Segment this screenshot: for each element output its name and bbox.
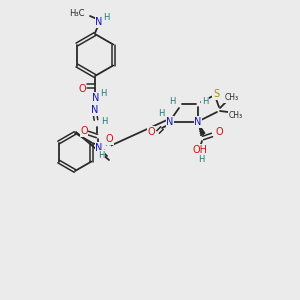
Text: O: O: [78, 84, 86, 94]
Text: O: O: [147, 127, 155, 137]
Text: H: H: [198, 155, 204, 164]
Text: H: H: [202, 97, 208, 106]
Text: N: N: [92, 93, 100, 103]
Text: CH₃: CH₃: [225, 94, 239, 103]
Text: S: S: [213, 89, 219, 99]
Text: H: H: [158, 109, 164, 118]
Text: H: H: [100, 88, 106, 98]
Text: H: H: [103, 13, 109, 22]
Text: O: O: [106, 134, 113, 145]
Text: N: N: [95, 143, 103, 153]
Text: OH: OH: [193, 145, 208, 155]
Text: H: H: [98, 151, 104, 160]
Text: N: N: [95, 17, 103, 27]
Text: N: N: [91, 105, 99, 115]
Text: O: O: [80, 126, 88, 136]
Text: N: N: [166, 117, 174, 127]
Text: H: H: [101, 118, 107, 127]
Text: H: H: [104, 140, 110, 148]
Text: CH₃: CH₃: [229, 112, 243, 121]
Polygon shape: [199, 125, 205, 135]
Text: H₃C: H₃C: [70, 10, 85, 19]
Text: N: N: [194, 117, 202, 127]
Text: O: O: [215, 127, 223, 137]
Text: H: H: [169, 98, 175, 106]
